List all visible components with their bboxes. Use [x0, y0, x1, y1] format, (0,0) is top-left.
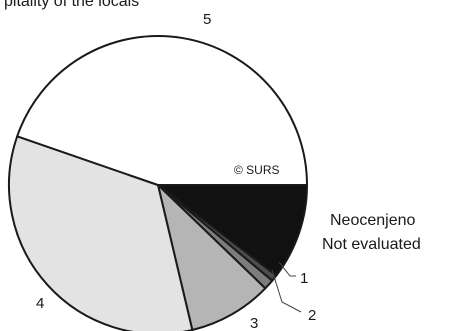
slice-label-neocenjeno: Neocenjeno: [330, 212, 416, 229]
copyright-watermark: © SURS: [234, 163, 280, 177]
slice-3: [157, 184, 267, 331]
leader-lines: [271, 261, 302, 313]
slice-neocenjeno: [157, 184, 308, 277]
slice-label-5: 5: [203, 11, 211, 28]
slice-label-not-evaluated: Not evaluated: [322, 236, 421, 253]
leader-line-2: [271, 269, 302, 313]
chart-title: pitality of the locals: [4, 0, 139, 10]
slice-label-4: 4: [36, 295, 44, 312]
leader-line-1: [278, 261, 296, 277]
slice-label-2: 2: [308, 307, 316, 324]
pie-slices: [8, 35, 308, 331]
slice-4: [8, 135, 194, 331]
slice-label-3: 3: [250, 315, 258, 331]
slice-label-1: 1: [300, 270, 308, 287]
slice-5: [16, 35, 308, 186]
